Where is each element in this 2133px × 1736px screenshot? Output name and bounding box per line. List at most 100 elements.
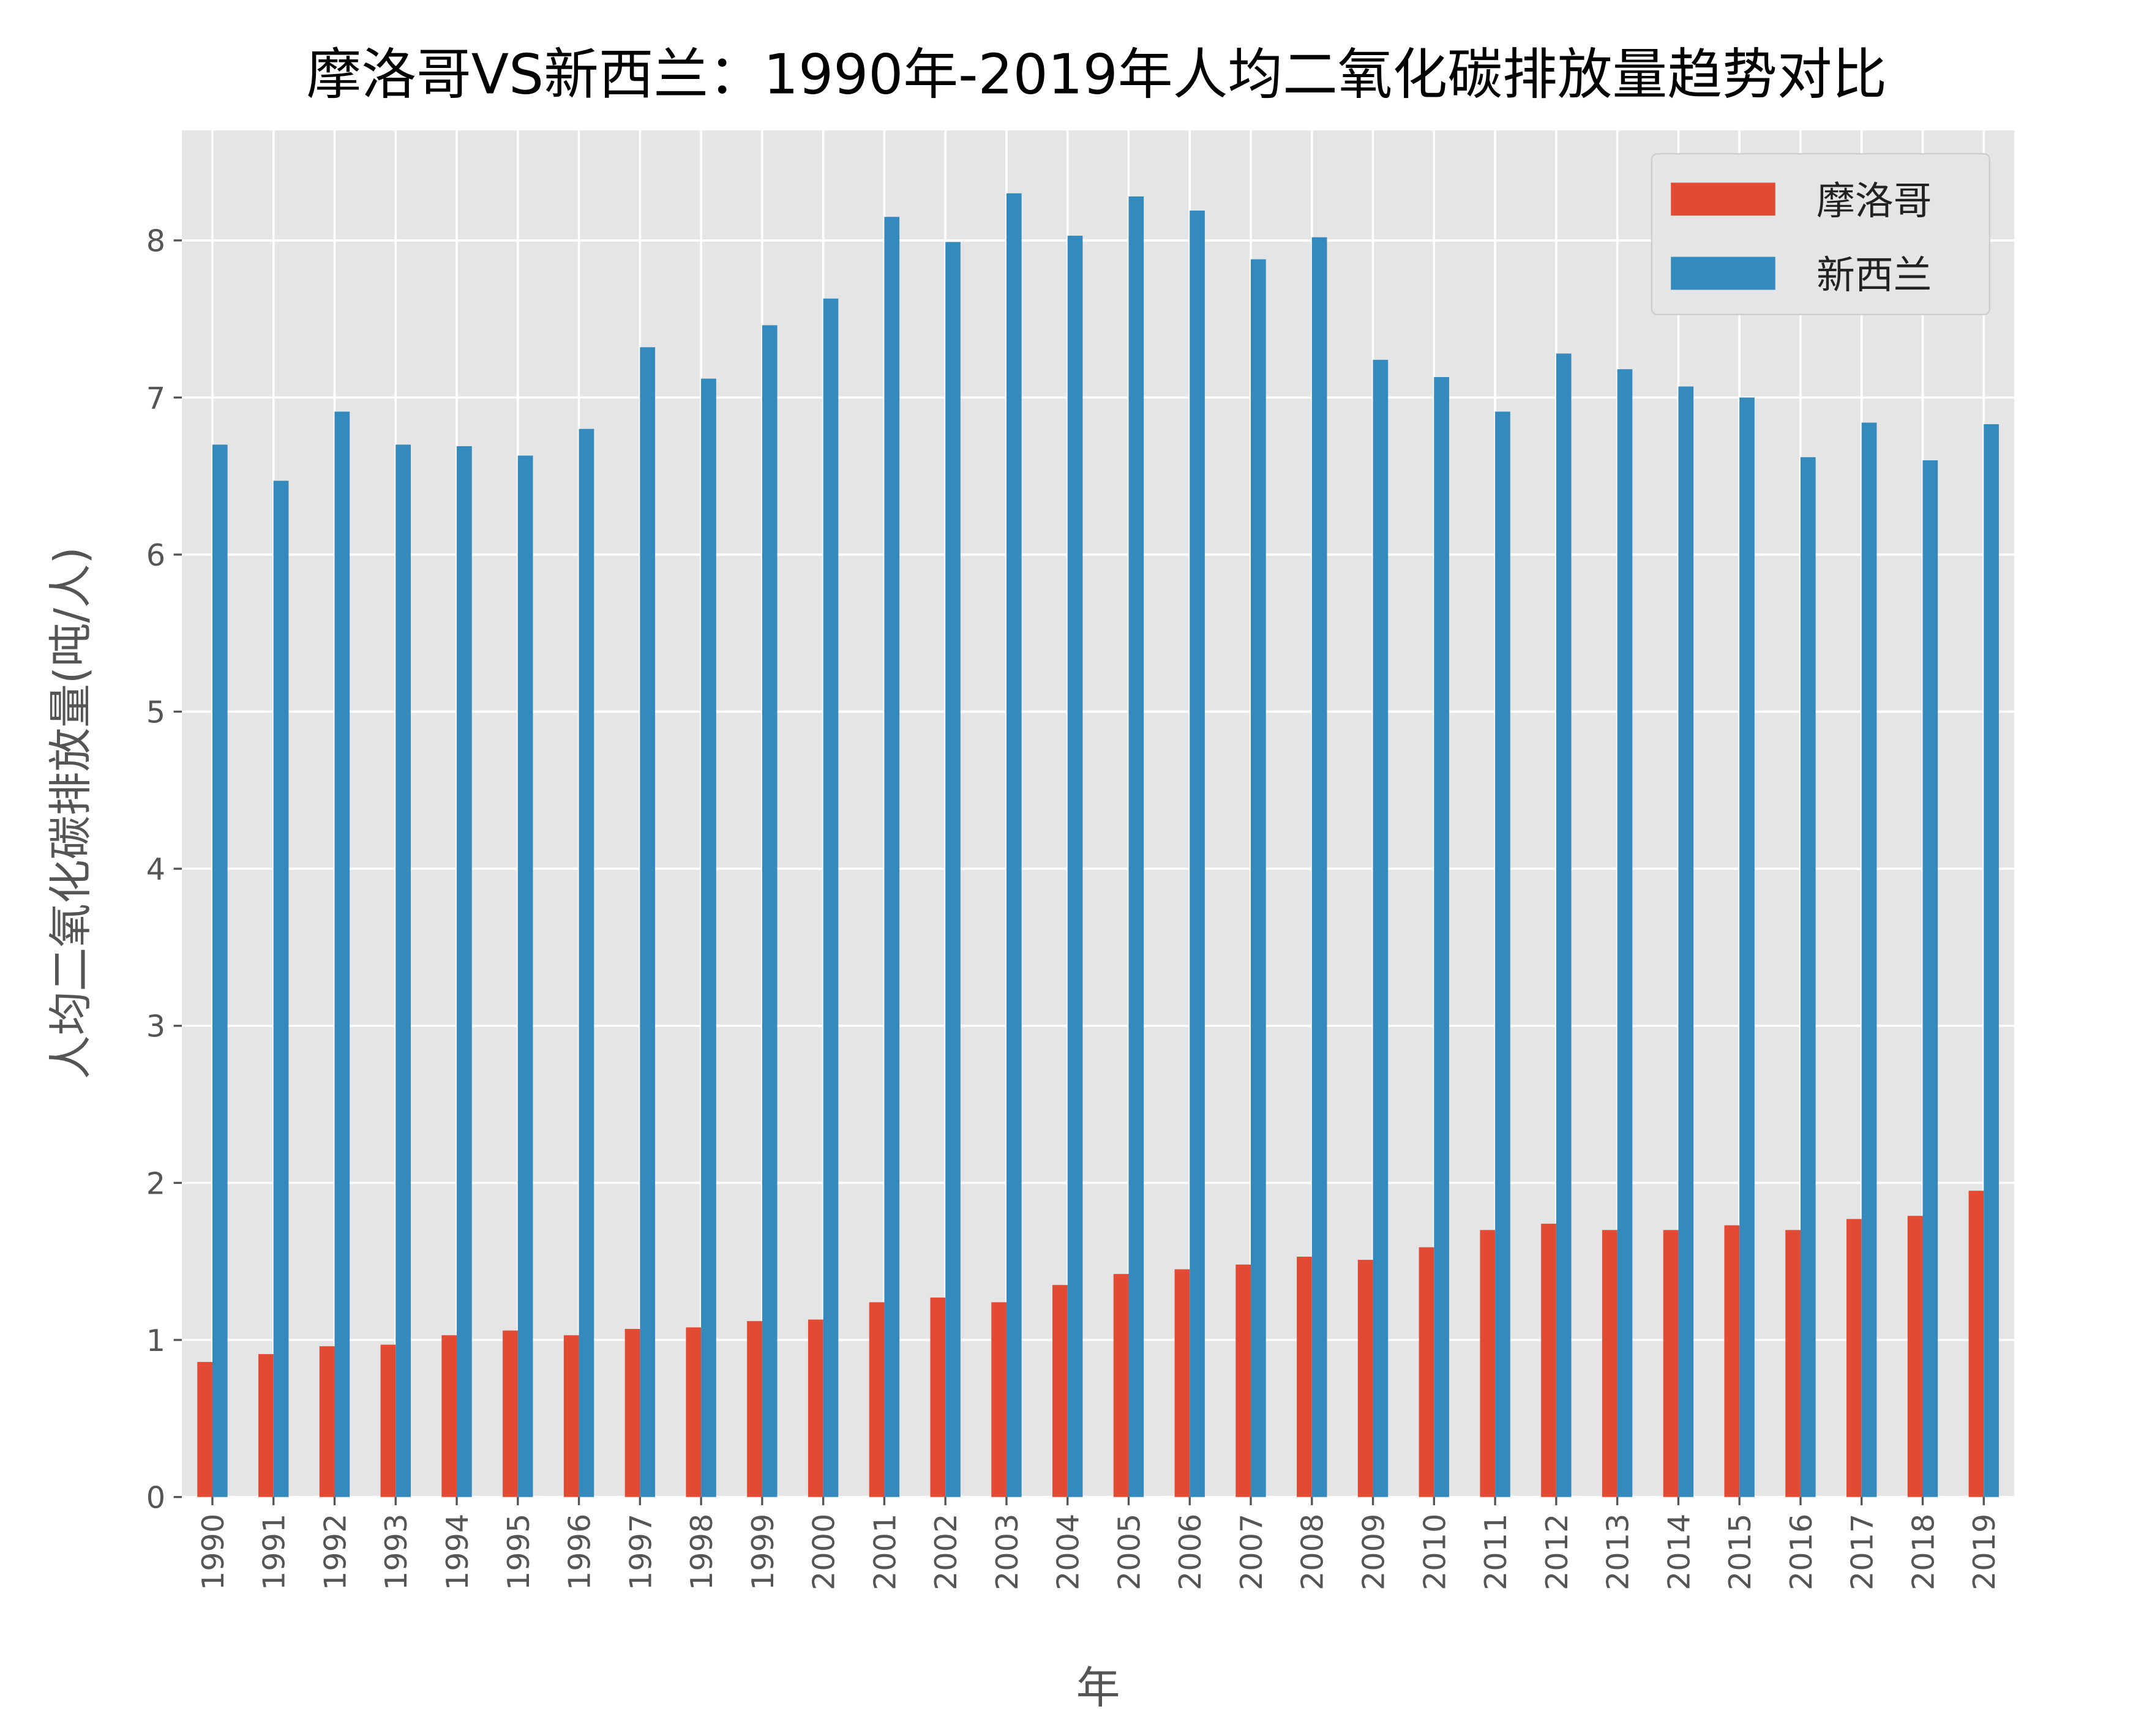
y-tick-label: 1 bbox=[146, 1323, 165, 1358]
y-tick-label: 3 bbox=[146, 1009, 165, 1044]
bar-newzealand bbox=[1739, 397, 1755, 1497]
x-tick-label: 2010 bbox=[1417, 1514, 1452, 1591]
x-tick-label: 1997 bbox=[623, 1514, 658, 1591]
legend-swatch-morocco bbox=[1671, 182, 1775, 216]
bar-morocco bbox=[1052, 1285, 1068, 1497]
bar-newzealand bbox=[273, 481, 289, 1497]
bar-morocco bbox=[1174, 1269, 1190, 1497]
legend-label-morocco: 摩洛哥 bbox=[1816, 179, 1932, 223]
y-tick-label: 7 bbox=[146, 380, 165, 416]
bar-newzealand bbox=[517, 455, 533, 1497]
bar-morocco bbox=[808, 1319, 823, 1497]
bar-morocco bbox=[441, 1335, 457, 1497]
bar-newzealand bbox=[1617, 369, 1633, 1497]
bar-morocco bbox=[503, 1330, 518, 1497]
x-tick-label: 2013 bbox=[1600, 1514, 1636, 1591]
bar-morocco bbox=[1297, 1256, 1312, 1497]
x-tick-label: 1993 bbox=[378, 1514, 414, 1591]
y-tick-label: 6 bbox=[146, 537, 165, 573]
bar-newzealand bbox=[1006, 193, 1022, 1497]
bar-morocco bbox=[747, 1321, 762, 1497]
x-tick-label: 2000 bbox=[806, 1514, 842, 1591]
chart-title: 摩洛哥VS新西兰：1990年-2019年人均二氧化碳排放量趋势对比 bbox=[307, 43, 1887, 107]
y-tick-label: 4 bbox=[146, 851, 165, 887]
bar-morocco bbox=[869, 1302, 885, 1497]
bar-newzealand bbox=[945, 242, 961, 1497]
bar-newzealand bbox=[1311, 237, 1327, 1497]
x-tick-label: 1995 bbox=[501, 1514, 536, 1591]
y-tick-label: 0 bbox=[146, 1480, 165, 1516]
bar-newzealand bbox=[1190, 211, 1205, 1497]
y-tick-label: 8 bbox=[146, 223, 165, 259]
bar-morocco bbox=[1968, 1191, 1984, 1497]
bar-newzealand bbox=[579, 428, 594, 1497]
legend-label-newzealand: 新西兰 bbox=[1816, 253, 1932, 297]
bar-newzealand bbox=[1861, 422, 1877, 1497]
bar-newzealand bbox=[1495, 411, 1510, 1497]
bar-morocco bbox=[1480, 1230, 1496, 1497]
x-tick-label: 2002 bbox=[928, 1514, 964, 1591]
bar-newzealand bbox=[1128, 196, 1144, 1497]
x-tick-label: 2017 bbox=[1845, 1514, 1880, 1591]
bar-morocco bbox=[1602, 1230, 1618, 1497]
bar-newzealand bbox=[457, 446, 472, 1497]
bar-morocco bbox=[380, 1344, 396, 1497]
bar-newzealand bbox=[1800, 457, 1816, 1497]
bar-newzealand bbox=[1251, 259, 1266, 1497]
bar-newzealand bbox=[395, 444, 411, 1497]
bar-morocco bbox=[686, 1327, 702, 1497]
bar-morocco bbox=[197, 1361, 212, 1497]
bar-morocco bbox=[1357, 1260, 1373, 1497]
bar-newzealand bbox=[212, 444, 228, 1497]
bar-morocco bbox=[1113, 1274, 1129, 1497]
bar-newzealand bbox=[1067, 236, 1083, 1497]
bar-newzealand bbox=[1984, 424, 1999, 1497]
x-tick-label: 2018 bbox=[1905, 1514, 1941, 1591]
bar-morocco bbox=[319, 1346, 335, 1497]
bar-morocco bbox=[258, 1354, 274, 1497]
bar-morocco bbox=[1846, 1219, 1862, 1497]
x-tick-label: 1992 bbox=[317, 1514, 353, 1591]
x-tick-label: 2007 bbox=[1234, 1514, 1269, 1591]
bar-newzealand bbox=[823, 298, 839, 1497]
x-axis-ticks: 1990 1991 1992 1993 1994 1995 1996 1997 1998 1999… bbox=[195, 1497, 2002, 1591]
bar-newzealand bbox=[1434, 377, 1450, 1497]
x-tick-label: 2012 bbox=[1539, 1514, 1575, 1591]
y-axis-label: 人均二氧化碳排放量(吨/人) bbox=[45, 547, 96, 1079]
x-tick-label: 2016 bbox=[1783, 1514, 1819, 1591]
bar-morocco bbox=[991, 1302, 1007, 1497]
bar-newzealand bbox=[701, 378, 716, 1497]
bar-newzealand bbox=[1922, 460, 1938, 1497]
bar-morocco bbox=[1907, 1216, 1923, 1497]
bar-morocco bbox=[1541, 1224, 1556, 1497]
bar-newzealand bbox=[640, 347, 656, 1497]
x-tick-label: 2006 bbox=[1172, 1514, 1208, 1591]
bar-newzealand bbox=[334, 411, 350, 1497]
x-tick-label: 2004 bbox=[1051, 1514, 1086, 1591]
x-tick-label: 2008 bbox=[1295, 1514, 1330, 1591]
bar-newzealand bbox=[762, 325, 778, 1497]
x-tick-label: 2005 bbox=[1111, 1514, 1147, 1591]
legend: 摩洛哥 新西兰 bbox=[1651, 153, 1990, 315]
x-tick-label: 2001 bbox=[867, 1514, 902, 1591]
bar-morocco bbox=[1419, 1247, 1434, 1497]
x-tick-label: 1996 bbox=[562, 1514, 598, 1591]
bar-morocco bbox=[1785, 1230, 1801, 1497]
bar-morocco bbox=[624, 1329, 640, 1497]
bar-newzealand bbox=[1678, 386, 1694, 1497]
y-tick-label: 5 bbox=[146, 695, 165, 730]
x-axis-label: 年 bbox=[1076, 1662, 1120, 1713]
bar-newzealand bbox=[1556, 353, 1572, 1497]
bar-newzealand bbox=[884, 217, 900, 1497]
legend-swatch-newzealand bbox=[1671, 256, 1775, 290]
x-tick-label: 2003 bbox=[989, 1514, 1025, 1591]
x-tick-label: 2011 bbox=[1478, 1514, 1513, 1591]
bar-morocco bbox=[563, 1335, 579, 1497]
bar-morocco bbox=[1724, 1225, 1740, 1497]
x-tick-label: 2019 bbox=[1966, 1514, 2002, 1591]
bar-newzealand bbox=[1373, 359, 1389, 1497]
plot-area bbox=[182, 130, 2015, 1497]
x-tick-label: 1991 bbox=[257, 1514, 292, 1591]
x-tick-label: 2009 bbox=[1356, 1514, 1392, 1591]
